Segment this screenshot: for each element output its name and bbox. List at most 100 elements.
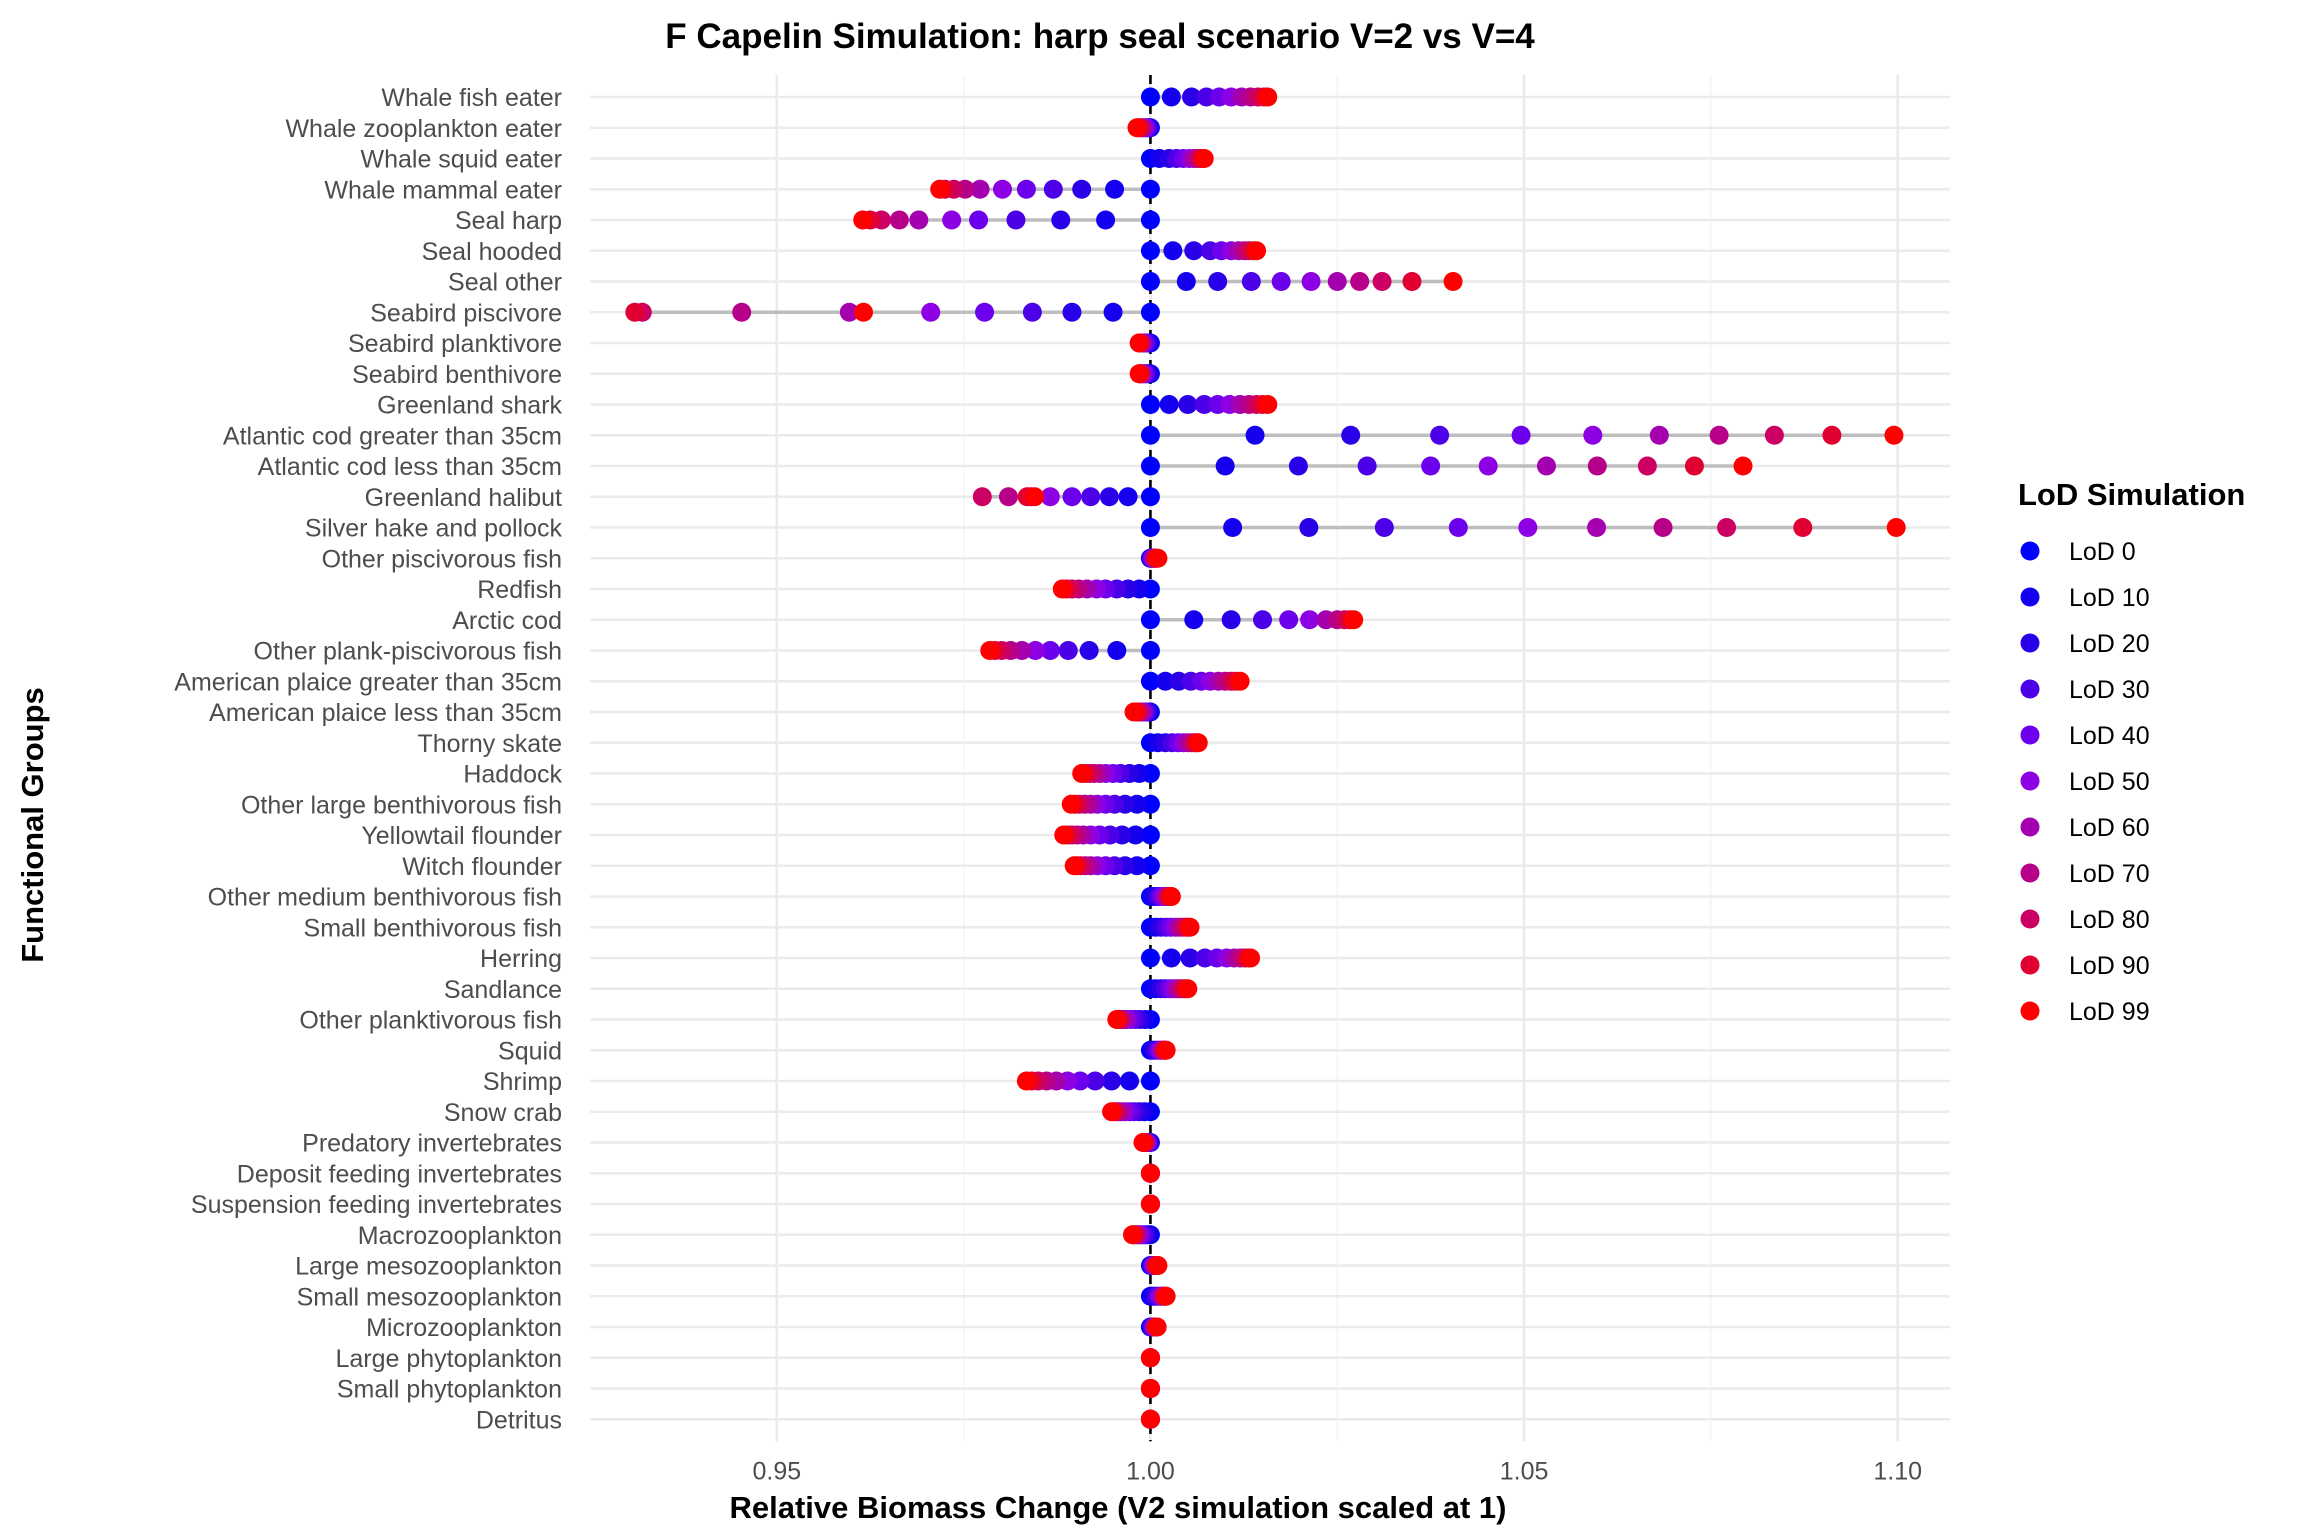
data-point [1161, 87, 1181, 107]
data-point [998, 487, 1018, 507]
y-tick-label: Redfish [477, 576, 562, 604]
data-point [1052, 579, 1072, 599]
legend-swatch [2020, 909, 2040, 929]
data-point [1301, 272, 1321, 291]
data-point [1344, 610, 1364, 630]
data-point [1156, 1286, 1176, 1306]
y-tick-label: Seabird planktivore [348, 330, 562, 358]
data-point [942, 210, 962, 230]
data-point [1717, 518, 1737, 537]
data-point [1653, 518, 1673, 537]
data-point [1374, 518, 1394, 537]
data-point [1258, 87, 1278, 107]
data-point [1709, 425, 1729, 445]
y-tick-label: Silver hake and pollock [305, 515, 563, 543]
data-point [1102, 1102, 1122, 1122]
y-tick-label: Small phytoplankton [337, 1376, 562, 1404]
legend: LoD Simulation LoD 0 LoD 10 LoD 20 LoD 30 Lo… [2018, 477, 2245, 1026]
data-point [1583, 425, 1603, 445]
data-point [1637, 456, 1657, 476]
data-point [1140, 1194, 1160, 1214]
data-point [1140, 425, 1160, 445]
data-point [1156, 1040, 1176, 1060]
data-point [1357, 456, 1377, 476]
data-point [1140, 610, 1160, 630]
data-point [970, 179, 990, 199]
data-point [1247, 241, 1267, 261]
data-point [1215, 456, 1235, 476]
legend-label: LoD 40 [2069, 722, 2150, 750]
legend-label: LoD 90 [2069, 952, 2150, 980]
data-point [1176, 272, 1196, 291]
y-tick-label: American plaice greater than 35cm [174, 668, 562, 696]
legend-label: LoD 60 [2069, 814, 2150, 842]
data-point [1478, 456, 1498, 476]
data-point [1230, 671, 1250, 691]
y-tick-label: Large phytoplankton [335, 1345, 562, 1373]
y-tick-label: Large mesozooplankton [295, 1253, 562, 1281]
y-tick-label: Arctic cod [452, 607, 562, 635]
data-point [1140, 825, 1160, 845]
data-point [1120, 1071, 1140, 1091]
data-point [732, 302, 752, 322]
data-point [1124, 702, 1144, 722]
data-point [1147, 1317, 1167, 1337]
y-tick-label: Microzooplankton [366, 1314, 562, 1342]
y-tick-label: Haddock [463, 761, 562, 789]
data-point [1443, 272, 1463, 291]
x-tick-label: 0.95 [752, 1457, 801, 1485]
y-tick-label: Deposit feeding invertebrates [237, 1160, 562, 1188]
data-point [1587, 518, 1607, 537]
data-point [1241, 272, 1261, 291]
data-point [1161, 948, 1181, 968]
data-point [1140, 671, 1160, 691]
data-point [1140, 794, 1160, 814]
legend-label: LoD 99 [2069, 998, 2150, 1026]
data-point [930, 179, 950, 199]
data-point [1184, 241, 1204, 261]
data-point [1148, 1256, 1168, 1275]
data-point [1822, 425, 1842, 445]
data-point [1096, 210, 1116, 230]
data-point [1006, 210, 1026, 230]
data-point [921, 302, 941, 322]
data-point [1178, 979, 1198, 999]
data-point [1140, 487, 1160, 507]
data-point [1372, 272, 1392, 291]
data-point [1140, 210, 1160, 230]
x-tick-label: 1.05 [1500, 1457, 1549, 1485]
y-tick-label: Seabird piscivore [370, 299, 562, 327]
data-point [1102, 1071, 1122, 1091]
data-point [1127, 118, 1147, 138]
data-point [1184, 610, 1204, 630]
data-point [1081, 487, 1101, 507]
data-point [1016, 179, 1036, 199]
data-point [889, 210, 909, 230]
y-tick-label: Herring [480, 945, 562, 973]
legend-swatch [2020, 725, 2040, 745]
data-point [1221, 610, 1241, 630]
data-point [1140, 518, 1160, 537]
legend-title: LoD Simulation [2018, 477, 2245, 512]
data-point [1350, 272, 1370, 291]
x-axis-title: Relative Biomass Change (V2 simulation s… [730, 1490, 1507, 1525]
data-point [1341, 425, 1361, 445]
y-tick-label: Small mesozooplankton [297, 1283, 562, 1311]
data-point [1140, 272, 1160, 291]
legend-swatch [2020, 771, 2040, 791]
data-point [1299, 518, 1319, 537]
data-point [1163, 241, 1183, 261]
data-point [1208, 272, 1228, 291]
y-tick-label: Whale zooplankton eater [285, 115, 562, 143]
data-point [980, 641, 1000, 660]
y-tick-label: Macrozooplankton [358, 1222, 562, 1250]
legend-label: LoD 80 [2069, 906, 2150, 934]
data-point [1886, 518, 1906, 537]
y-tick-label: Atlantic cod greater than 35cm [223, 422, 562, 450]
data-point [1518, 518, 1538, 537]
data-point [1129, 364, 1149, 384]
legend-label: LoD 50 [2069, 768, 2150, 796]
legend-swatch [2020, 863, 2040, 883]
data-point [1129, 333, 1149, 353]
